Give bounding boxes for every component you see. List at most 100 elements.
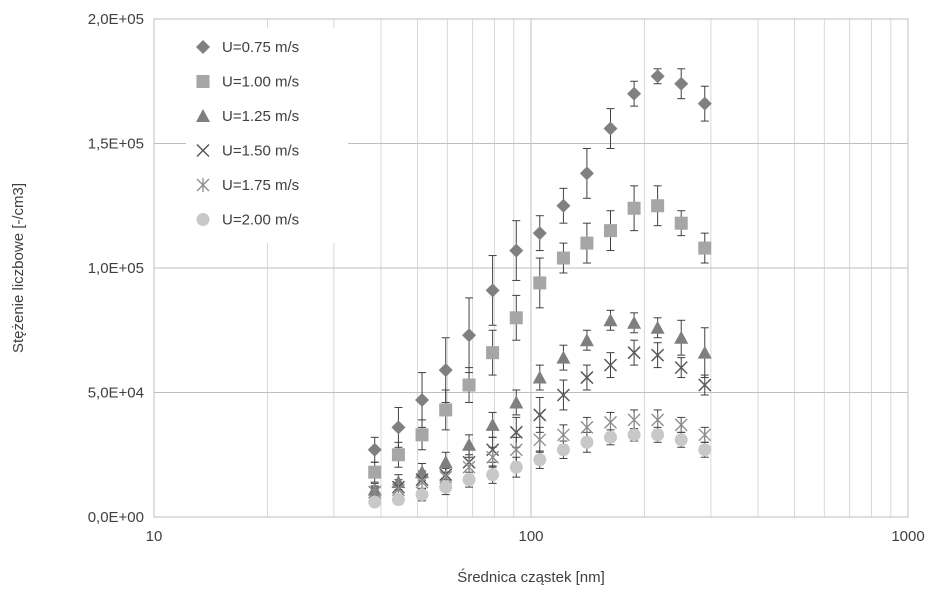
data-point (698, 378, 712, 392)
legend-label: U=1.25 m/s (222, 108, 299, 125)
data-point (486, 450, 500, 465)
data-point (509, 243, 524, 258)
legend-background (186, 28, 348, 243)
data-point (391, 493, 405, 507)
data-point (415, 488, 429, 502)
data-point (674, 417, 688, 432)
legend: U=0.75 m/s U=1.00 m/s U=1.25 m/s U=1.50 m/s… (196, 39, 299, 229)
legend-label: U=1.50 m/s (222, 143, 299, 160)
y-tick-label: 1,0E+05 (88, 260, 144, 277)
legend-marker (196, 40, 210, 54)
data-point (580, 371, 594, 385)
data-point (603, 430, 617, 444)
data-point (533, 453, 547, 467)
data-point (651, 199, 665, 213)
data-point (580, 236, 594, 250)
data-point (651, 412, 665, 427)
data-point (556, 350, 571, 364)
data-point (485, 283, 500, 298)
data-point (627, 428, 641, 442)
data-point (532, 226, 547, 241)
data-point (415, 428, 429, 442)
data-point (509, 395, 524, 409)
legend-marker (196, 109, 210, 122)
data-point (580, 420, 594, 435)
y-tick-label: 0,0E+00 (88, 509, 144, 526)
data-point (462, 378, 476, 392)
data-point (603, 313, 618, 327)
legend-marker (196, 143, 210, 158)
data-point (603, 358, 618, 372)
data-point (651, 428, 665, 442)
data-point (674, 433, 688, 447)
data-point (579, 333, 594, 347)
x-tick-labels: 10 100 1000 (146, 528, 925, 545)
data-point (650, 69, 665, 84)
data-point (579, 166, 594, 181)
legend-marker (196, 213, 210, 226)
legend-marker (196, 75, 210, 88)
legend-item: U=0.75 m/s (196, 39, 299, 56)
data-point (391, 448, 405, 462)
data-point (698, 241, 712, 255)
data-point (650, 320, 665, 334)
data-point (556, 388, 570, 402)
legend-label: U=1.75 m/s (222, 177, 299, 194)
plot-frame (153, 18, 909, 518)
data-point (509, 460, 523, 474)
data-point (415, 475, 429, 490)
data-point (604, 415, 617, 430)
y-tick-labels: 0,0E+00 5,0E+04 1,0E+05 1,5E+05 2,0E+05 (88, 11, 144, 526)
data-point (603, 121, 618, 136)
data-point (368, 495, 382, 509)
data-point (674, 76, 689, 91)
plot-area-border (153, 18, 909, 518)
legend-item: U=1.25 m/s (196, 108, 299, 125)
data-point (674, 330, 689, 344)
y-tick-label: 1,5E+05 (88, 136, 144, 153)
x-axis-title: Średnica cząstek [nm] (457, 568, 605, 586)
data-point (533, 408, 547, 422)
data-point (462, 473, 476, 487)
data-point (603, 224, 617, 238)
data-point (509, 311, 523, 325)
data-point (415, 465, 430, 479)
data-point (439, 480, 453, 494)
data-point (486, 346, 500, 360)
data-point (556, 427, 570, 442)
data-point (462, 460, 476, 475)
data-point (580, 435, 594, 449)
data-point (533, 276, 547, 290)
data-point (486, 468, 500, 482)
data-point (415, 392, 430, 407)
data-point (533, 432, 547, 447)
data-point (391, 420, 406, 435)
y-axis-title: Stężenie liczbowe [-/cm3] (10, 183, 27, 353)
legend-item: U=2.00 m/s (196, 212, 299, 229)
data-point (485, 417, 500, 431)
data-point (509, 425, 523, 439)
data-point (532, 370, 547, 384)
data-point (627, 346, 641, 360)
data-point (698, 443, 712, 457)
data-point (439, 403, 453, 417)
data-point (556, 251, 570, 265)
x-tick-label: 10 (146, 528, 163, 545)
legend-item: U=1.50 m/s (196, 143, 299, 160)
data-point (367, 442, 382, 457)
x-tick-label: 1000 (891, 528, 924, 545)
data-point (674, 361, 688, 375)
y-tick-label: 2,0E+05 (88, 11, 144, 28)
data-point (627, 86, 642, 101)
legend-item: U=1.75 m/s (196, 177, 299, 194)
data-point (627, 315, 642, 329)
data-point (627, 201, 641, 215)
data-point (697, 345, 712, 359)
data-point (556, 198, 571, 213)
data-point (674, 216, 688, 230)
y-tick-label: 5,0E+04 (88, 385, 144, 402)
legend-label: U=2.00 m/s (222, 212, 299, 229)
data-point (368, 465, 382, 479)
data-point (509, 442, 523, 457)
